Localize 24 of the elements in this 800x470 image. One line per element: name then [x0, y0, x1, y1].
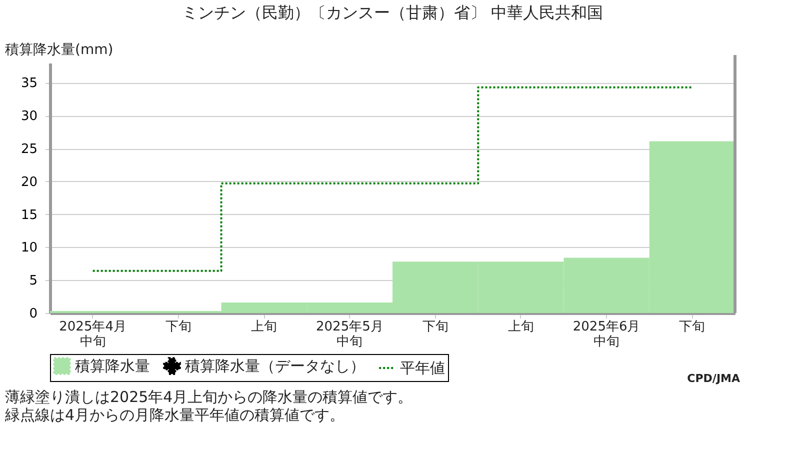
legend-label: 積算降水量（データなし）: [185, 357, 365, 376]
text: 薄緑塗り潰しは2025年4月上旬からの降水量の積算値です。: [5, 388, 413, 406]
y-axis-title: 積算降水量(mm): [5, 42, 114, 58]
x-tick-label: 2025年4月中旬: [59, 320, 126, 350]
y-tick-label: 20: [20, 174, 38, 190]
y-tick-label: 10: [20, 240, 38, 256]
y-tick-label: 35: [20, 76, 38, 92]
x-tick-label: 上旬: [251, 320, 278, 334]
y-tick-label: 25: [20, 142, 38, 158]
x-tick-label: 2025年5月中旬: [316, 320, 384, 350]
y-tick-label: 5: [29, 274, 38, 289]
y-tick-label: 0: [29, 306, 38, 322]
x-tick-label: 下旬: [422, 320, 448, 334]
y-tick-label: 30: [20, 109, 38, 124]
x-tick-label: 上旬: [508, 320, 534, 334]
text: CPD/JMA: [687, 372, 740, 385]
chart-title: ミンチン（民勤）〔カンスー（甘粛）省〕 中華人民共和国: [182, 3, 604, 22]
legend-label: 積算降水量: [75, 357, 150, 376]
text: 緑点線は4月からの月降水量平年値の積算値です。: [4, 406, 345, 424]
x-tick-label: 下旬: [165, 320, 192, 334]
y-tick-label: 15: [20, 208, 38, 223]
x-tick-label: 下旬: [679, 320, 706, 334]
x-tick-label: 2025年6月中旬: [572, 320, 640, 350]
legend-label: 平年値: [400, 359, 445, 377]
